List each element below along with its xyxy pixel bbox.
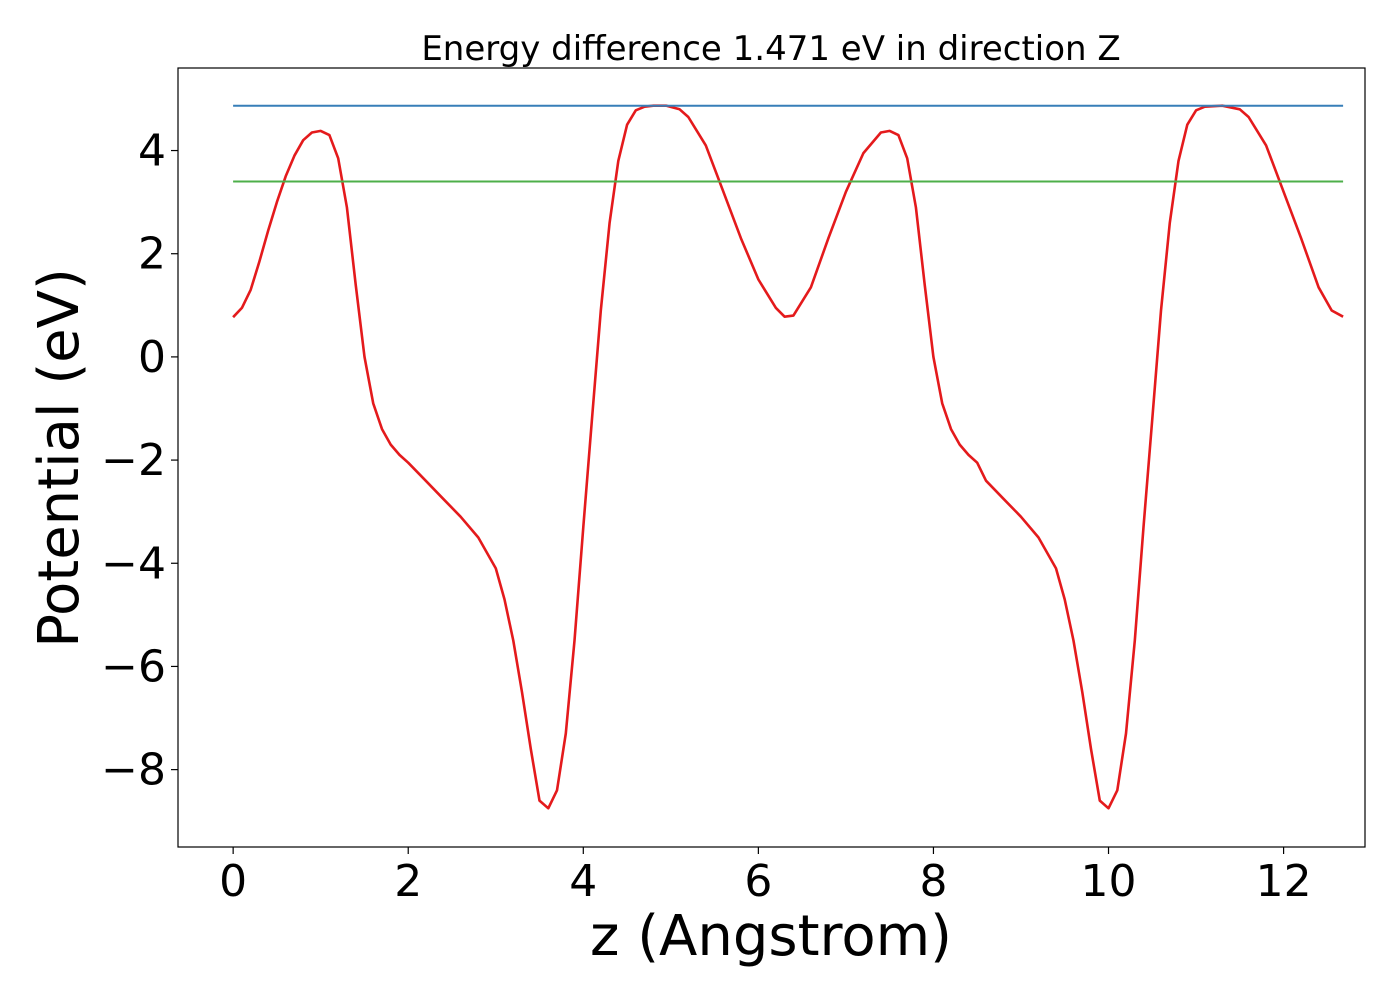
x-tick-label: 10 [1081, 856, 1137, 907]
y-tick-label: −6 [101, 641, 166, 692]
x-tick-label: 0 [219, 856, 247, 907]
y-axis-label: Potential (eV) [27, 268, 92, 648]
x-axis-label: z (Angstrom) [590, 904, 952, 969]
x-tick-label: 8 [919, 856, 947, 907]
potential-line [232, 104, 1344, 810]
y-tick-label: 4 [138, 126, 166, 177]
x-tick-label: 12 [1256, 856, 1312, 907]
series-layer [232, 104, 1344, 810]
y-tick-label: −2 [101, 435, 166, 486]
chart-title: Energy difference 1.471 eV in direction … [421, 29, 1120, 69]
x-tick-label: 6 [744, 856, 772, 907]
y-tick-label: −8 [101, 745, 166, 796]
y-tick-label: 0 [138, 332, 166, 383]
x-tick-label: 4 [569, 856, 597, 907]
plot-area-frame [177, 67, 1366, 848]
y-tick-label: 2 [138, 229, 166, 280]
x-tick-label: 2 [394, 856, 422, 907]
y-tick-label: −4 [101, 538, 166, 589]
x-axis-ticks: 0 2 4 6 8 10 12 [219, 847, 1312, 907]
y-axis-ticks: −8 −6 −4 −2 0 2 4 [101, 126, 178, 796]
